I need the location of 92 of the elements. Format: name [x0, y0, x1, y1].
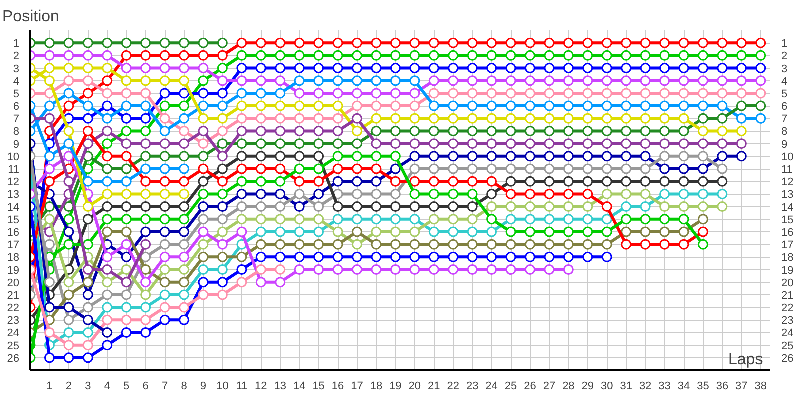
- y-tick-label: 7: [13, 114, 20, 126]
- y2-tick-label: 15: [782, 214, 794, 226]
- x-tick-label: 17: [351, 380, 364, 392]
- y2-tick-label: 21: [782, 290, 794, 302]
- y-tick-label: 17: [7, 240, 20, 252]
- x-tick-label: 18: [370, 380, 383, 392]
- y2-tick-label: 13: [782, 189, 794, 202]
- x-tick-label: 4: [104, 380, 110, 392]
- y-tick-label: 11: [8, 164, 20, 176]
- y2-tick-label: 3: [782, 63, 788, 76]
- y2-tick-label: 9: [782, 138, 788, 151]
- x-tick-label: 15: [312, 380, 325, 392]
- x-tick-label: 26: [524, 380, 536, 392]
- y2-tick-label: 25: [782, 340, 794, 352]
- y2-tick-label: 5: [782, 88, 788, 100]
- x-tick-label: 23: [466, 380, 479, 392]
- y-tick-label: 2: [13, 50, 20, 63]
- x-tick-label: 31: [620, 380, 632, 392]
- y-tick-label: 5: [13, 88, 20, 100]
- y-tick-label: 14: [7, 202, 20, 214]
- y2-tick-label: 24: [782, 328, 794, 340]
- x-axis-title: Laps: [728, 352, 764, 368]
- y-tick-label: 22: [7, 302, 20, 315]
- y2-tick-label: 19: [782, 264, 794, 277]
- y-tick-label: 25: [7, 340, 20, 352]
- x-tick-label: 21: [428, 380, 440, 392]
- y-axis-title: Position: [2, 8, 60, 26]
- x-tick-label: 5: [124, 380, 130, 392]
- y2-tick-label: 2: [782, 50, 788, 63]
- x-tick-label: 19: [390, 380, 402, 392]
- y-tick-label: 12: [7, 176, 20, 189]
- x-tick-label: 34: [678, 380, 690, 392]
- x-tick-label: 28: [562, 380, 575, 392]
- y2-tick-label: 12: [782, 176, 794, 189]
- y2-tick-label: 8: [782, 126, 788, 138]
- y-tick-label: 6: [13, 101, 20, 114]
- y-tick-label: 24: [7, 328, 20, 340]
- x-tick-label: 29: [582, 380, 594, 392]
- x-tick-label: 22: [447, 380, 460, 392]
- x-tick-label: 6: [142, 380, 149, 392]
- y2-tick-label: 6: [782, 101, 788, 114]
- y-tick-label: 8: [13, 126, 20, 138]
- x-tick-label: 2: [66, 380, 72, 392]
- y-tick-label: 20: [7, 277, 20, 290]
- x-tick-label: 11: [236, 380, 248, 392]
- y2-tick-label: 18: [782, 252, 794, 264]
- x-tick-label: 30: [601, 380, 614, 392]
- y-tick-label: 3: [13, 63, 20, 76]
- x-tick-label: 38: [754, 380, 768, 392]
- y-tick-label: 10: [7, 151, 20, 164]
- y2-tick-label: 17: [782, 240, 794, 252]
- y2-tick-label: 7: [782, 114, 788, 126]
- x-tick-label: 8: [181, 380, 188, 392]
- x-tick-label: 10: [216, 380, 229, 392]
- x-tick-label: 16: [332, 380, 344, 392]
- x-tick-label: 9: [200, 380, 207, 392]
- x-tick-label: 37: [736, 380, 748, 392]
- y2-tick-label: 11: [782, 164, 793, 176]
- y2-tick-label: 14: [782, 202, 794, 214]
- y2-tick-label: 10: [782, 151, 794, 164]
- x-tick-label: 33: [658, 380, 671, 392]
- x-tick-label: 32: [639, 380, 652, 392]
- x-tick-label: 14: [293, 380, 306, 392]
- y-tick-label: 21: [7, 290, 20, 302]
- x-tick-label: 25: [504, 380, 518, 392]
- y-tick-label: 15: [7, 214, 20, 226]
- x-tick-label: 3: [85, 380, 92, 392]
- y2-tick-label: 23: [782, 315, 794, 328]
- x-tick-label: 35: [697, 380, 710, 392]
- y-tick-label: 9: [13, 138, 20, 151]
- y2-tick-label: 20: [782, 277, 794, 290]
- x-tick-label: 36: [716, 380, 729, 392]
- x-tick-label: 7: [162, 380, 168, 392]
- x-tick-label: 20: [408, 380, 422, 392]
- y2-tick-label: 1: [782, 38, 788, 50]
- y-tick-label: 1: [13, 38, 20, 50]
- x-tick-label: 12: [255, 380, 268, 392]
- x-tick-label: 13: [274, 380, 286, 392]
- y2-tick-label: 4: [782, 76, 788, 88]
- y-tick-label: 16: [7, 226, 20, 239]
- x-tick-label: 27: [543, 380, 556, 392]
- y2-tick-label: 22: [782, 302, 794, 315]
- x-tick-label: 1: [46, 380, 53, 392]
- y-tick-label: 4: [13, 76, 20, 88]
- y-tick-label: 26: [7, 352, 20, 365]
- y-tick-label: 18: [7, 252, 20, 264]
- y-tick-label: 13: [7, 189, 20, 202]
- y2-tick-label: 26: [782, 352, 794, 365]
- y-tick-label: 19: [7, 264, 20, 277]
- y-tick-label: 23: [7, 315, 20, 328]
- y2-tick-label: 16: [782, 226, 794, 239]
- x-tick-label: 24: [486, 380, 498, 392]
